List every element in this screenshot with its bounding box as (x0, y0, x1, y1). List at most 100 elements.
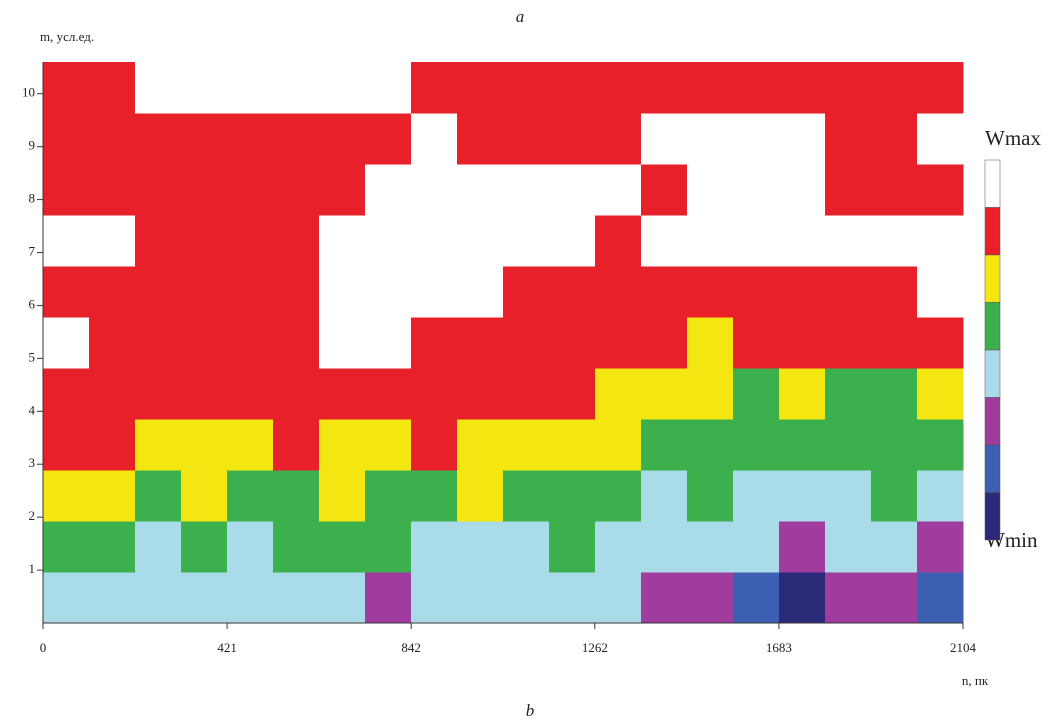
heatmap-cell (825, 368, 872, 420)
heatmap-cell (641, 470, 688, 522)
heatmap-cell (595, 470, 642, 522)
heatmap-cell (641, 215, 688, 267)
heatmap-cell (871, 164, 918, 216)
heatmap-cell (319, 164, 366, 216)
heatmap-cell (227, 266, 274, 318)
heatmap-cell (411, 419, 458, 471)
heatmap-cell (779, 368, 826, 420)
heatmap-cell (319, 368, 366, 420)
heatmap-cell (227, 419, 274, 471)
heatmap-cell (457, 572, 504, 624)
heatmap-cell (273, 164, 320, 216)
heatmap-cell (641, 266, 688, 318)
heatmap-cell (411, 62, 458, 114)
heatmap-cell (595, 113, 642, 165)
heatmap-cell (181, 470, 228, 522)
heatmap-cell (365, 266, 412, 318)
heatmap-cell (319, 317, 366, 369)
heatmap-cell (411, 215, 458, 267)
x-tick-label: 2104 (950, 640, 977, 655)
heatmap-cell (917, 113, 964, 165)
heatmap-cell (89, 164, 136, 216)
y-tick-label: 9 (29, 138, 36, 153)
heatmap-cell (43, 266, 90, 318)
y-tick-label: 2 (29, 508, 36, 523)
heatmap-cell (227, 215, 274, 267)
heatmap-cell (549, 419, 596, 471)
heatmap-cell (319, 572, 366, 624)
heatmap-cell (411, 164, 458, 216)
heatmap-cell (641, 521, 688, 573)
heatmap-cell (503, 419, 550, 471)
heatmap-cell (365, 164, 412, 216)
heatmap-cell (503, 521, 550, 573)
heatmap-cell (273, 419, 320, 471)
heatmap-cell (273, 521, 320, 573)
heatmap-cell (89, 572, 136, 624)
heatmap-cell (595, 266, 642, 318)
heatmap-cell (135, 215, 182, 267)
heatmap-cell (825, 419, 872, 471)
heatmap-cell (411, 113, 458, 165)
heatmap-cell (43, 419, 90, 471)
heatmap-cell (779, 572, 826, 624)
heatmap-cell (917, 266, 964, 318)
heatmap-cell (733, 266, 780, 318)
y-axis-label: m, усл.ед. (40, 29, 94, 44)
heatmap-cell (411, 521, 458, 573)
heatmap-cell (365, 470, 412, 522)
heatmap-cell (917, 470, 964, 522)
heatmap-cell (181, 572, 228, 624)
heatmap-cell (43, 317, 90, 369)
heatmap-cell (457, 62, 504, 114)
colorbar-swatch (984, 444, 1001, 493)
heatmap-cell (687, 521, 734, 573)
colorbar-swatch (984, 397, 1001, 446)
y-tick-label: 7 (29, 244, 36, 259)
heatmap-cell (273, 215, 320, 267)
heatmap-cell (779, 419, 826, 471)
heatmap-cell (779, 62, 826, 114)
axes: 0 421 842 1262 1683 2104 1 2 3 4 5 6 7 8 9 10 (22, 62, 1001, 655)
heatmap-cell (825, 113, 872, 165)
heatmap-cell (43, 62, 90, 114)
heatmap-cell (365, 419, 412, 471)
heatmap-cell (825, 266, 872, 318)
heatmap-cell (135, 113, 182, 165)
heatmap-cell (825, 215, 872, 267)
heatmap-cell (365, 572, 412, 624)
heatmap-cell (273, 572, 320, 624)
heatmap-cell (135, 62, 182, 114)
heatmap-cell (825, 521, 872, 573)
heatmap-cell (779, 266, 826, 318)
heatmap-cell (457, 470, 504, 522)
heatmap-cell (319, 419, 366, 471)
y-tick-label: 10 (22, 85, 35, 100)
heatmap-cell (135, 572, 182, 624)
heatmap-cell (181, 317, 228, 369)
heatmap-cell (779, 215, 826, 267)
heatmap-cell (917, 215, 964, 267)
heatmap-cell (687, 470, 734, 522)
heatmap-cell (181, 419, 228, 471)
heatmap-cell (825, 164, 872, 216)
heatmap-cell (503, 215, 550, 267)
heatmap-cell (549, 62, 596, 114)
heatmap-cell (871, 113, 918, 165)
x-tick-label: 1262 (582, 640, 608, 655)
heatmap-cell (825, 572, 872, 624)
heatmap-cell (687, 113, 734, 165)
heatmap-cell (227, 62, 274, 114)
heatmap-cell (549, 368, 596, 420)
heatmap-cell (89, 368, 136, 420)
heatmap-cell (871, 521, 918, 573)
colorbar-swatch (984, 492, 1001, 541)
heatmap-cell (273, 266, 320, 318)
heatmap-cell (181, 368, 228, 420)
y-tick-label: 3 (29, 455, 36, 470)
heatmap-cell (365, 113, 412, 165)
heatmap-cell (871, 470, 918, 522)
heatmap-cell (227, 164, 274, 216)
heatmap-cell (871, 419, 918, 471)
heatmap-cell (779, 470, 826, 522)
